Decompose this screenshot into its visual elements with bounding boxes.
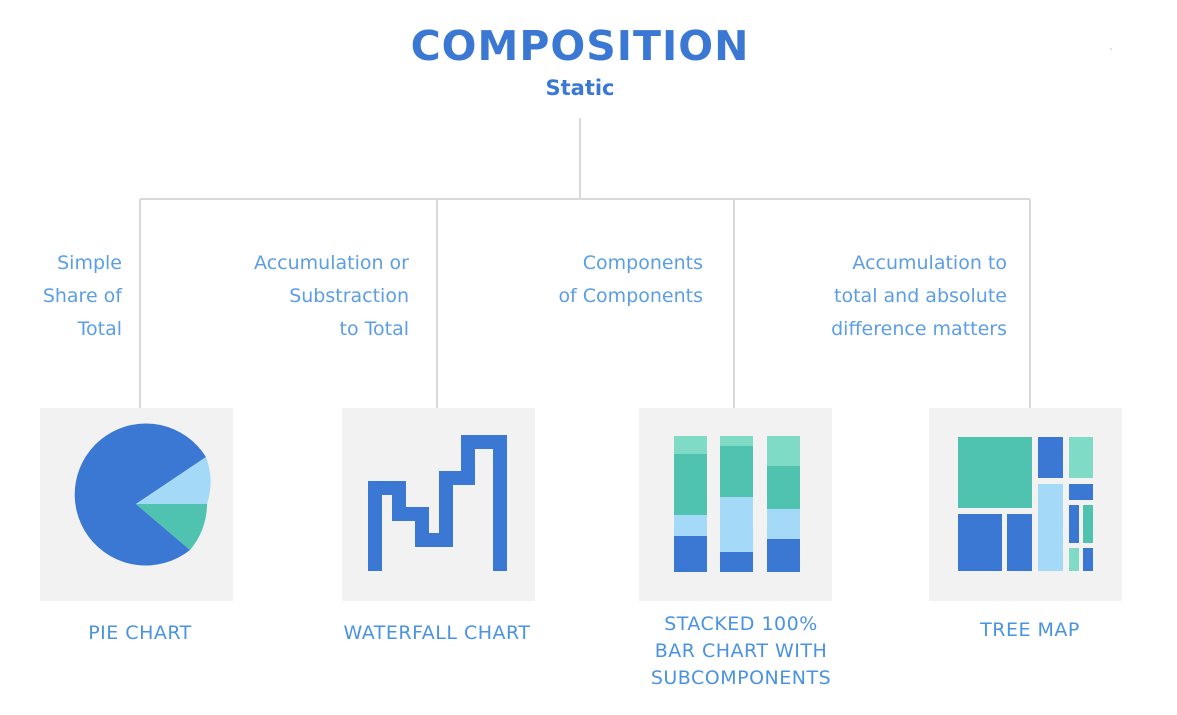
chart-label-stacked-bar: STACKED 100% BAR CHART WITH SUBCOMPONENT… — [650, 613, 832, 689]
description-accumulation-total: Accumulation to total and absolute diffe… — [831, 252, 1007, 340]
stacked-bar-1 — [674, 436, 707, 572]
stacked-bar-2 — [720, 436, 753, 572]
waterfall-chart-icon — [368, 435, 507, 571]
chart-label-pie: PIE CHART — [88, 622, 192, 644]
tree-map-icon — [958, 437, 1093, 571]
chart-label-waterfall: WATERFALL CHART — [343, 622, 531, 644]
decorative-dot — [1110, 48, 1112, 50]
waterfall-step-line — [368, 435, 507, 571]
tree-map-cell — [1083, 548, 1093, 571]
tree-map-cell — [1038, 437, 1063, 478]
tree-map-cell — [1069, 437, 1093, 478]
description-simple-share: Simple Share of Total — [42, 252, 122, 340]
pie-chart-tile — [40, 408, 233, 601]
tree-map-cell — [1007, 514, 1032, 571]
chart-label-tree-map: TREE MAP — [980, 619, 1080, 641]
waterfall-chart-tile — [342, 408, 535, 601]
tree-map-tile — [929, 408, 1122, 601]
pie-slice-light — [136, 457, 211, 504]
tree-map-cell — [1069, 505, 1079, 543]
stacked-bar-chart-tile — [639, 408, 832, 601]
description-accumulation-substraction: Accumulation or Substraction to Total — [254, 252, 409, 340]
pie-slice-teal — [136, 504, 207, 550]
stacked-bar-chart-icon — [674, 436, 800, 572]
pie-slice-main — [74, 423, 206, 566]
tree-map-cell — [958, 514, 1002, 571]
tree-map-cell — [1083, 505, 1093, 543]
pie-chart-icon — [74, 423, 211, 566]
tree-map-cell — [1069, 548, 1079, 571]
tree-map-cell — [1038, 484, 1063, 571]
diagram-subtitle: Static — [545, 76, 615, 100]
diagram-title: COMPOSITION — [410, 22, 750, 70]
stacked-bar-3 — [767, 436, 800, 572]
tree-map-cell — [958, 437, 1032, 508]
tree-map-cell — [1069, 484, 1093, 500]
description-components: Components of Components — [558, 252, 703, 307]
